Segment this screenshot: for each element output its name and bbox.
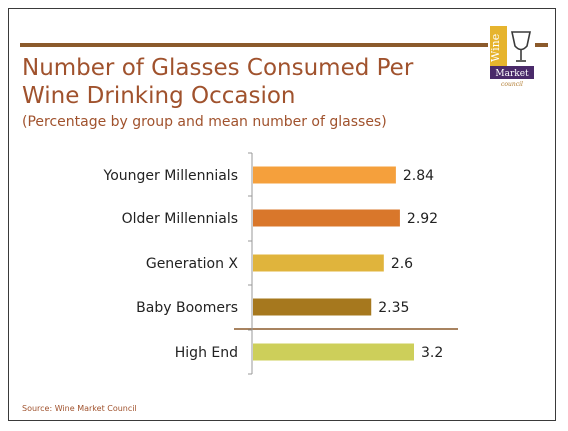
bar — [253, 166, 396, 184]
category-label: Older Millennials — [122, 211, 238, 227]
data-label: 2.92 — [407, 211, 438, 227]
data-label: 2.6 — [391, 256, 413, 272]
header-rule — [20, 43, 488, 47]
data-label: 2.84 — [403, 168, 434, 184]
category-label: High End — [175, 345, 238, 361]
data-label: 2.35 — [378, 300, 409, 316]
bar — [253, 343, 414, 361]
logo-text-market: Market — [495, 69, 529, 79]
slide-subtitle: (Percentage by group and mean number of … — [22, 114, 387, 130]
data-label: 3.2 — [421, 345, 443, 361]
slide-title: Number of Glasses Consumed Per Wine Drin… — [22, 55, 414, 109]
logo-text-council: council — [501, 81, 523, 88]
source-note: Source: Wine Market Council — [22, 404, 137, 413]
bar — [253, 298, 372, 316]
logo-text-wine: Wine — [490, 34, 502, 62]
category-label: Younger Millennials — [103, 168, 238, 184]
bar — [253, 254, 384, 272]
header-rule-end — [535, 43, 548, 47]
bar — [253, 209, 400, 227]
wine-market-council-logo: Wine Market council — [490, 26, 534, 88]
category-label: Generation X — [146, 256, 239, 272]
category-label: Baby Boomers — [136, 300, 238, 316]
